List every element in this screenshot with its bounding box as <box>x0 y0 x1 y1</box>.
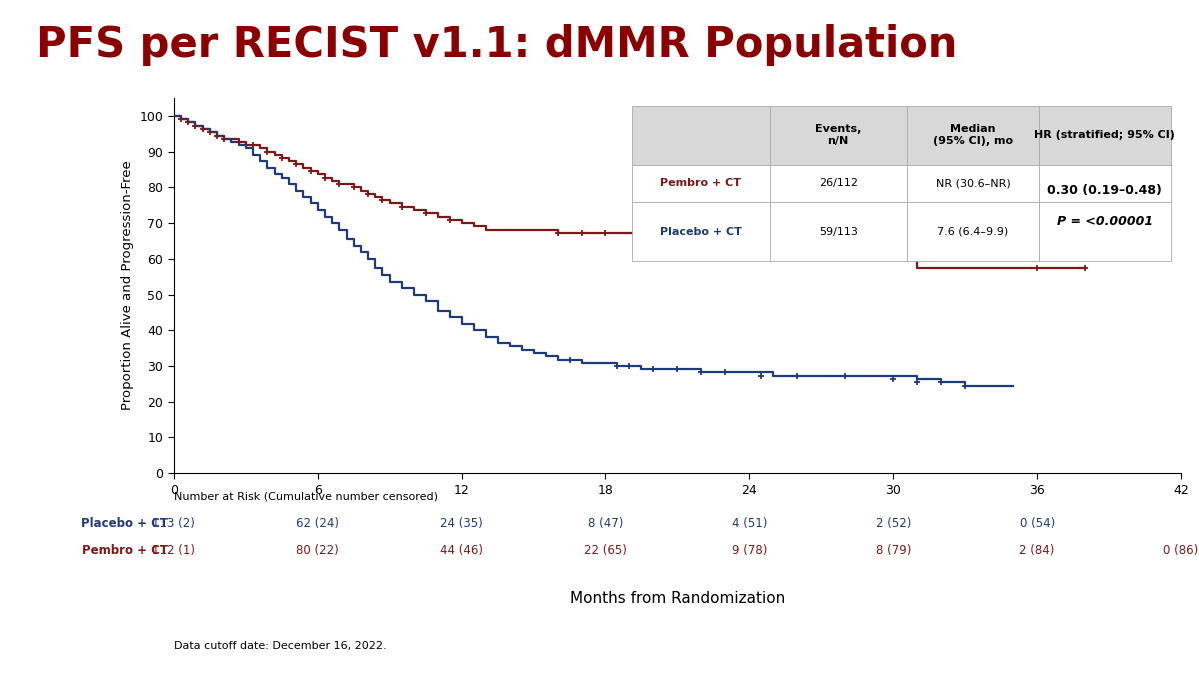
Text: Placebo + CT: Placebo + CT <box>80 517 168 531</box>
Text: 22 (65): 22 (65) <box>584 544 627 558</box>
Text: 112 (1): 112 (1) <box>152 544 195 558</box>
Text: 113 (2): 113 (2) <box>152 517 195 531</box>
Y-axis label: Proportion Alive and Progression-Free: Proportion Alive and Progression-Free <box>121 161 134 410</box>
Text: 8 (79): 8 (79) <box>875 544 911 558</box>
Text: 4 (51): 4 (51) <box>731 517 767 531</box>
Text: Pembro + CT: Pembro + CT <box>82 544 168 558</box>
Text: 0 (54): 0 (54) <box>1019 517 1055 531</box>
Text: 2 (84): 2 (84) <box>1019 544 1055 558</box>
Text: 2 (52): 2 (52) <box>875 517 911 531</box>
Text: 8 (47): 8 (47) <box>588 517 623 531</box>
Text: 0 (86): 0 (86) <box>1163 544 1199 558</box>
Text: 9 (78): 9 (78) <box>731 544 767 558</box>
Text: 80 (22): 80 (22) <box>296 544 339 558</box>
Text: 24 (35): 24 (35) <box>440 517 483 531</box>
Text: 62 (24): 62 (24) <box>296 517 339 531</box>
Text: Data cutoff date: December 16, 2022.: Data cutoff date: December 16, 2022. <box>174 641 386 650</box>
Text: 44 (46): 44 (46) <box>440 544 483 558</box>
Text: Number at Risk (Cumulative number censored): Number at Risk (Cumulative number censor… <box>174 492 438 502</box>
Text: Months from Randomization: Months from Randomization <box>570 591 785 606</box>
Text: PFS per RECIST v1.1: dMMR Population: PFS per RECIST v1.1: dMMR Population <box>36 24 957 66</box>
